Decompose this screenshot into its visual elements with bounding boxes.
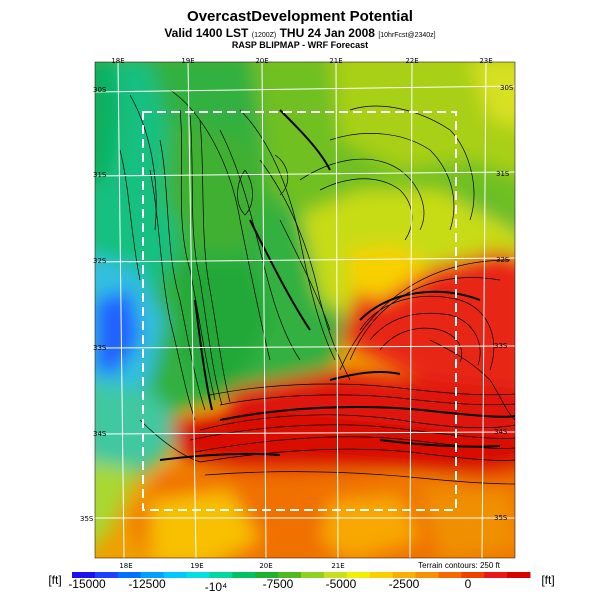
map-frame	[94, 61, 516, 559]
colorbar-swatch	[186, 572, 210, 578]
lat-right-34: 34S	[494, 428, 508, 436]
colorbar-swatch	[323, 572, 348, 578]
valid-time-line: Valid 1400 LST (1200Z) THU 24 Jan 2008 […	[0, 26, 600, 40]
map-subtitle: RASP BLIPMAP - WRF Forecast	[231, 40, 369, 50]
lat-left-31: 31S	[93, 171, 107, 179]
lon-labels-bottom: 18E 19E 20E 21E Terrain contours: 250 ft	[119, 561, 500, 570]
lat-left-33: 33S	[93, 344, 107, 352]
lat-lon-grid	[95, 62, 515, 558]
lon-bottom-18: 18E	[119, 562, 132, 570]
valid-date: THU 24 Jan 2008	[279, 26, 375, 40]
lat-right-35: 35S	[494, 514, 508, 522]
colorbar-swatch	[461, 572, 485, 578]
lon-top-23: 23E	[479, 57, 492, 65]
map-title: OvercastDevelopment Potential	[187, 8, 413, 25]
colorbar-label-3: -7500	[263, 577, 294, 591]
colorbar-swatch	[507, 572, 531, 578]
colorbar-swatch	[232, 572, 256, 578]
lon-bottom-19: 19E	[190, 562, 203, 570]
colorbar-swatch	[301, 572, 325, 578]
colorbar-labels: [ft] [ft] -15000 -12500 -10⁴ -7500 -5000…	[48, 573, 554, 594]
lat-right-33: 33S	[494, 342, 508, 350]
terrain-contours	[119, 89, 515, 485]
lat-right-32: 32S	[496, 256, 510, 264]
lat-left-30: 30S	[93, 86, 107, 94]
major-terrain-contours	[159, 109, 515, 461]
valid-prefix: Valid 1400 LST	[164, 26, 249, 40]
colorbar-swatch	[438, 572, 462, 578]
colorbar-swatch	[278, 572, 302, 578]
colorbar-swatch	[369, 572, 394, 578]
colorbar-label-0: -15000	[68, 577, 106, 591]
colorbar-label-4: -5000	[326, 577, 357, 591]
lat-left-35: 35S	[80, 515, 94, 523]
lat-left-34: 34S	[93, 430, 107, 438]
colorbar-swatch	[209, 572, 233, 578]
colorbar-swatch	[255, 572, 279, 578]
lon-bottom-20: 20E	[259, 562, 272, 570]
colorbar-label-6: 0	[465, 577, 472, 591]
valid-utc: (1200Z)	[251, 32, 277, 39]
lon-labels-top: 18E 19E 20E 21E 22E 23E	[111, 57, 492, 65]
colorbar	[72, 572, 531, 578]
lat-labels-right: 30S 31S 32S 33S 34S 35S	[494, 84, 514, 522]
lat-left-32: 32S	[93, 257, 107, 265]
domain-boundary	[142, 111, 457, 511]
colorbar-label-2: -10⁴	[205, 580, 228, 594]
lon-bottom-21: 21E	[331, 562, 344, 570]
map-field	[95, 62, 515, 558]
colorbar-swatch	[163, 572, 187, 578]
colorbar-swatch	[94, 572, 119, 578]
lat-right-30: 30S	[500, 84, 514, 92]
lon-top-22: 22E	[405, 57, 418, 65]
colorbar-swatch	[117, 572, 142, 578]
colorbar-unit-left: [ft]	[48, 573, 61, 587]
colorbar-label-1: -12500	[128, 577, 166, 591]
colorbar-swatch	[484, 572, 508, 578]
lon-top-21: 21E	[329, 57, 342, 65]
lon-top-18: 18E	[111, 57, 124, 65]
forecast-hour: [10hrFcst@2340z]	[378, 32, 436, 39]
colorbar-swatch	[140, 572, 165, 578]
colorbar-swatch	[346, 572, 371, 578]
lat-labels-left: 30S 31S 32S 33S 34S 35S	[80, 86, 107, 523]
lon-top-19: 19E	[181, 57, 194, 65]
terrain-contour-note: Terrain contours: 250 ft	[418, 561, 501, 570]
colorbar-swatch	[72, 572, 96, 578]
colorbar-unit-right: [ft]	[541, 573, 554, 587]
colorbar-swatch	[392, 572, 416, 578]
colorbar-swatch	[415, 572, 439, 578]
colorbar-label-5: -2500	[389, 577, 420, 591]
lon-top-20: 20E	[255, 57, 268, 65]
lat-right-31: 31S	[496, 170, 510, 178]
